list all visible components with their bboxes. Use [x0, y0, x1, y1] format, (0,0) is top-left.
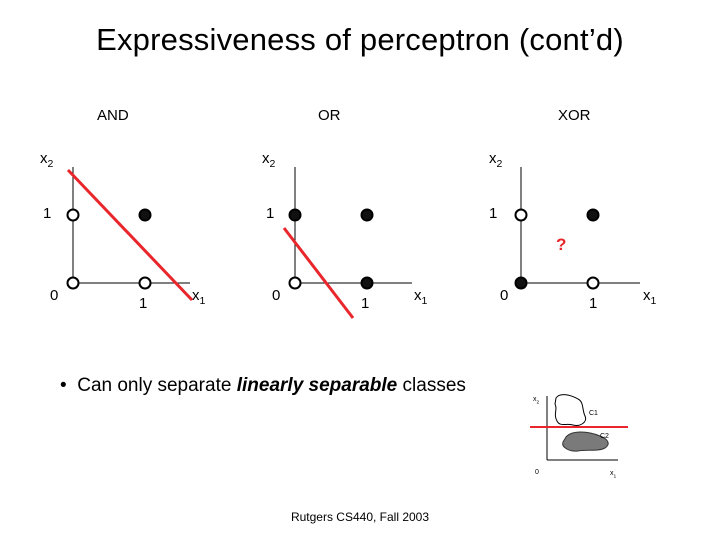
or-point-1-1 [360, 208, 374, 222]
xor-question-mark: ? [556, 235, 567, 254]
or-separator-line [282, 227, 355, 319]
or-point-0-1 [288, 208, 302, 222]
slide-footer: Rutgers CS440, Fall 2003 [290, 510, 430, 524]
and-tick-x1: 1 [139, 295, 148, 312]
xor-axes [520, 167, 640, 284]
or-point-1-0 [360, 276, 374, 290]
inset-class-blob-1 [554, 394, 587, 426]
and-separator-line [66, 168, 194, 302]
bullet-text-emphasis: linearly separable [236, 375, 398, 396]
panel-title-xor: XOR [558, 107, 591, 124]
xor-tick-x0: 0 [500, 287, 509, 304]
xor-tick-y1: 1 [489, 205, 498, 222]
slide-title: Expressiveness of perceptron (cont’d) [96, 22, 624, 57]
and-tick-x0: 0 [50, 287, 59, 304]
and-point-1-0 [138, 276, 152, 290]
or-point-0-0 [288, 276, 302, 290]
and-point-0-1 [66, 208, 80, 222]
and-y-axis-label: x2 [40, 150, 54, 170]
or-axes [294, 167, 412, 284]
xor-y-axis-label: x2 [489, 150, 503, 170]
or-tick-x0: 0 [272, 287, 281, 304]
bullet-text-prefix: Can only separate [77, 375, 237, 396]
or-points [288, 208, 374, 290]
and-axes [72, 167, 190, 284]
inset-y-axis-label: x2 [533, 396, 540, 406]
xor-point-0-1 [514, 208, 528, 222]
bullet-point: • Can only separate linearly separable c… [60, 375, 466, 397]
bullet-text-suffix: classes [397, 375, 466, 396]
inset-diagram [530, 394, 628, 461]
inset-class-label-1: C1 [589, 410, 598, 417]
or-y-axis-label: x2 [262, 150, 276, 170]
panel-title-and: AND [97, 107, 129, 124]
xor-x-axis-label: x1 [643, 287, 657, 307]
and-points [66, 208, 152, 290]
xor-point-1-1 [586, 208, 600, 222]
xor-tick-x1: 1 [589, 295, 598, 312]
inset-origin-label: 0 [535, 469, 539, 476]
panel-title-or: OR [318, 107, 341, 124]
xor-point-0-0 [514, 276, 528, 290]
or-x-axis-label: x1 [414, 287, 428, 307]
inset-class-label-2: C2 [600, 433, 609, 440]
bullet-marker: • [60, 375, 67, 396]
or-tick-x1: 1 [361, 295, 370, 312]
and-x-axis-label: x1 [192, 287, 206, 307]
inset-class-blob-2 [562, 431, 609, 452]
inset-x-axis-label: x1 [610, 470, 617, 480]
and-tick-y1: 1 [43, 205, 52, 222]
xor-points [514, 208, 600, 290]
or-tick-y1: 1 [266, 205, 275, 222]
xor-point-1-0 [586, 276, 600, 290]
and-point-0-0 [66, 276, 80, 290]
and-point-1-1 [138, 208, 152, 222]
